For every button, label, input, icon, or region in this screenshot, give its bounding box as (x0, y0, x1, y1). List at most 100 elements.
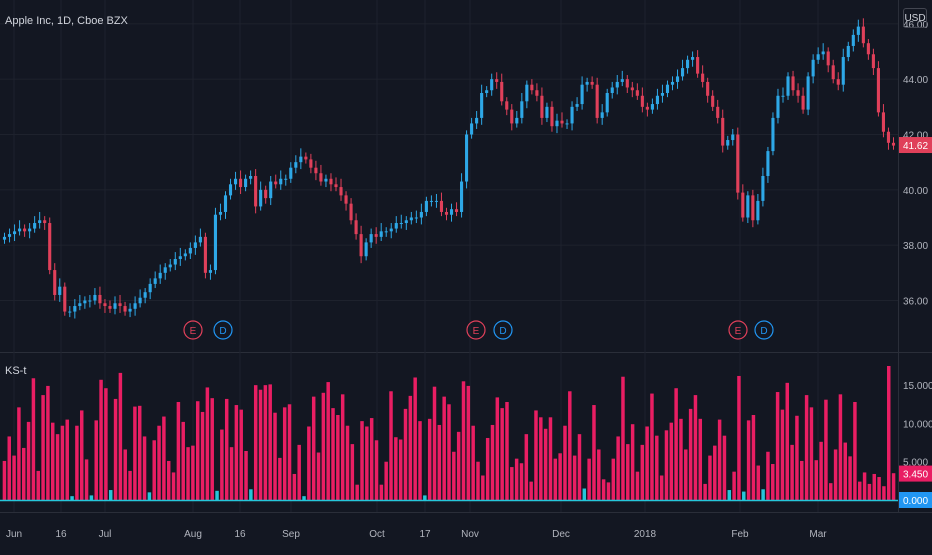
dividend-marker (754, 320, 774, 340)
candle-body (495, 79, 499, 82)
candle-body (53, 270, 57, 295)
histogram-bar (456, 431, 461, 500)
candle-body (404, 220, 408, 224)
candle-body (158, 272, 162, 279)
histogram-bar (626, 444, 630, 500)
histogram-bar (804, 395, 809, 500)
candle-body (274, 181, 278, 185)
candle-body (2, 236, 7, 240)
histogram-bar (326, 382, 330, 500)
candle-body (143, 292, 147, 298)
candle-body (369, 234, 373, 243)
candle-body (766, 151, 770, 176)
histogram-bar (568, 391, 572, 500)
candle-body (289, 167, 293, 179)
candle-body (259, 189, 263, 207)
price-tick-label: 40.00 (903, 186, 928, 197)
candle-body (269, 181, 273, 199)
histogram-bar (577, 434, 582, 500)
histogram-bar (41, 395, 45, 500)
indicator-tick-label: 5.000 (903, 458, 928, 469)
candle-body (540, 95, 544, 118)
histogram-bar (389, 391, 393, 500)
histogram-bar (65, 419, 69, 500)
histogram-bar (316, 452, 321, 500)
candle-body (625, 79, 629, 88)
histogram-bar (582, 488, 587, 500)
histogram-bar (698, 418, 703, 500)
histogram-bar (84, 459, 89, 500)
histogram-bar (79, 410, 84, 500)
indicator-tick-label: 15.000 (903, 381, 932, 392)
candle-body (299, 156, 303, 163)
candle-body (329, 178, 333, 185)
histogram-bar (432, 386, 437, 500)
histogram-bar (843, 442, 847, 500)
earnings-marker-label: E (473, 326, 480, 337)
candle-body (193, 242, 197, 248)
currency-button[interactable]: USD (903, 8, 927, 28)
histogram-bar (350, 444, 355, 500)
histogram-bar (379, 484, 384, 500)
candle-body (279, 178, 283, 185)
candle-body (63, 286, 67, 312)
histogram-bar (664, 430, 669, 500)
candle-body (389, 228, 393, 232)
histogram-bar (795, 415, 799, 500)
candle-body (686, 59, 690, 69)
histogram-bar (384, 461, 388, 500)
candle-body (791, 76, 795, 91)
candle-body (148, 283, 152, 293)
histogram-bar (152, 440, 156, 500)
histogram-bar (722, 435, 727, 500)
histogram-bar (563, 425, 567, 500)
histogram-bar (220, 429, 224, 500)
histogram-bar (336, 415, 340, 500)
histogram-bar (171, 472, 176, 500)
candle-body (334, 184, 338, 188)
histogram-bar (142, 436, 147, 500)
candle-body (128, 308, 132, 312)
candle-body (284, 178, 288, 180)
histogram-bar (104, 388, 108, 500)
histogram-bar (611, 458, 616, 500)
candle-body (384, 231, 388, 233)
histogram-bar (814, 460, 819, 500)
earnings-marker (183, 320, 203, 340)
candle-body (585, 81, 589, 85)
histogram-bar (809, 407, 814, 500)
candle-body (821, 51, 825, 55)
candle-body (319, 173, 323, 182)
histogram-bar (597, 449, 601, 500)
candle-body (801, 95, 805, 110)
histogram-bar (877, 477, 881, 500)
candle-body (23, 228, 27, 232)
histogram-bar (887, 366, 891, 500)
candle-body (866, 43, 870, 55)
candle-body (414, 217, 418, 219)
histogram-bar (539, 417, 543, 500)
histogram-bar (519, 463, 524, 500)
histogram-bar (495, 397, 500, 500)
histogram-bar (829, 483, 833, 500)
histogram-bar (592, 405, 596, 500)
candle-body (555, 120, 559, 127)
histogram-bar (872, 473, 876, 500)
candle-body (73, 306, 77, 312)
histogram-bar (133, 406, 137, 500)
histogram-bar (157, 425, 161, 500)
histogram-bar (688, 408, 693, 500)
candle-body (43, 220, 47, 224)
candle-body (108, 306, 112, 309)
histogram-bar (273, 412, 277, 500)
candle-body (88, 300, 92, 302)
time-tick-label: 2018 (634, 529, 657, 540)
candle-body (550, 106, 554, 127)
price-tick-label: 38.00 (903, 241, 928, 252)
candle-body (309, 159, 313, 168)
histogram-bar (824, 399, 828, 500)
candle-body (304, 156, 308, 160)
histogram-bar (229, 447, 234, 500)
